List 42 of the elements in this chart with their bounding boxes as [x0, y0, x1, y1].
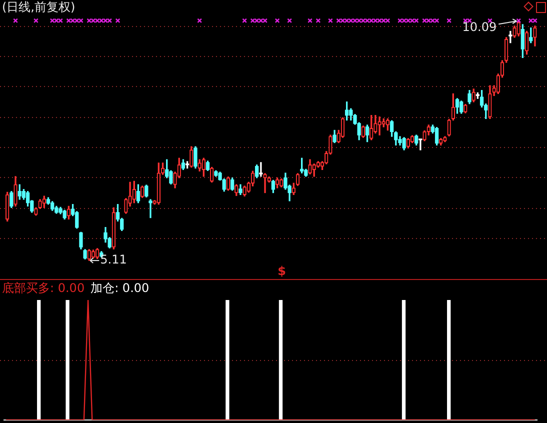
candlestick	[140, 186, 144, 198]
annotation: 5.11	[100, 252, 127, 267]
candlestick	[148, 199, 152, 218]
candlestick	[533, 26, 537, 46]
candlestick	[95, 248, 100, 259]
candlestick	[87, 249, 91, 261]
candlestick	[14, 176, 18, 207]
candlestick	[361, 126, 366, 138]
candlestick	[308, 159, 312, 174]
chart-title: (日线,前复权)	[2, 0, 76, 14]
candlestick	[198, 159, 202, 172]
candlestick	[91, 250, 96, 258]
candlestick	[42, 196, 46, 208]
candlestick	[190, 146, 194, 168]
candlestick	[422, 130, 426, 142]
candlestick	[234, 184, 238, 196]
series-label: 底部买多: 0.00	[2, 281, 85, 296]
candlestick	[312, 164, 316, 177]
series-label: 加仓: 0.00	[90, 281, 150, 296]
candlestick	[464, 104, 468, 114]
annotation: 10.09	[462, 20, 497, 34]
candlestick	[210, 166, 214, 182]
candlestick	[132, 180, 136, 204]
candlestick	[386, 118, 390, 131]
candlestick	[512, 26, 516, 38]
candlestick	[263, 173, 267, 194]
candlestick	[488, 85, 492, 120]
candlestick	[472, 88, 476, 102]
candlestick	[112, 207, 116, 250]
candlestick	[202, 158, 206, 177]
candlestick	[447, 118, 451, 136]
candlestick	[418, 138, 422, 150]
candlestick	[443, 136, 447, 142]
candlestick	[242, 186, 246, 196]
candlestick	[6, 192, 10, 222]
candlestick	[275, 178, 280, 188]
candlestick	[259, 162, 263, 177]
text: $	[278, 264, 286, 278]
candlestick	[280, 178, 284, 188]
candlestick	[378, 116, 382, 136]
candlestick	[406, 138, 410, 148]
candlestick	[156, 162, 161, 205]
